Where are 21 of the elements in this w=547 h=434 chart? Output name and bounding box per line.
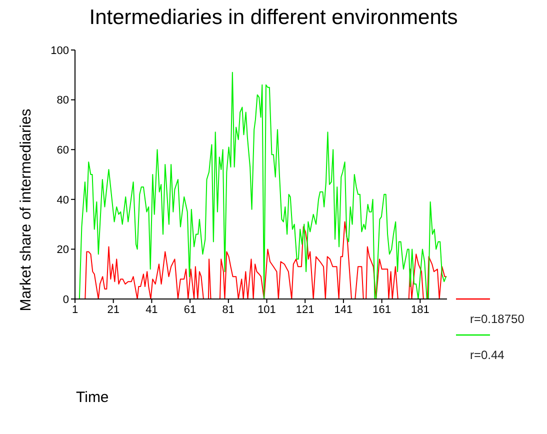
y-tick-label: 20 (56, 244, 69, 256)
x-tick-label: 161 (372, 304, 391, 316)
x-tick-label: 1 (72, 304, 78, 316)
y-tick-label: 0 (62, 294, 69, 306)
x-tick-label: 41 (146, 304, 158, 316)
y-tick-label: 60 (56, 144, 69, 157)
x-tick-label: 181 (410, 304, 430, 316)
x-tick-label: 101 (258, 304, 276, 316)
x-tick-label: 141 (334, 304, 353, 316)
y-tick-label: 80 (56, 94, 69, 107)
y-axis-title: Market share of intermediaries (18, 108, 34, 312)
x-tick-label: 61 (184, 304, 196, 316)
x-axis-title: Time (76, 389, 109, 406)
legend-label: r=0.44 (470, 348, 506, 362)
legend-label: r=0.18750 (470, 312, 524, 326)
chart-title: Intermediaries in different environments (88, 6, 459, 30)
x-tick-label: 121 (296, 304, 314, 316)
x-tick-label: 21 (107, 304, 120, 316)
x-tick-label: 81 (222, 304, 235, 316)
y-tick-label: 40 (56, 194, 69, 206)
y-tick-label: 100 (50, 44, 69, 57)
